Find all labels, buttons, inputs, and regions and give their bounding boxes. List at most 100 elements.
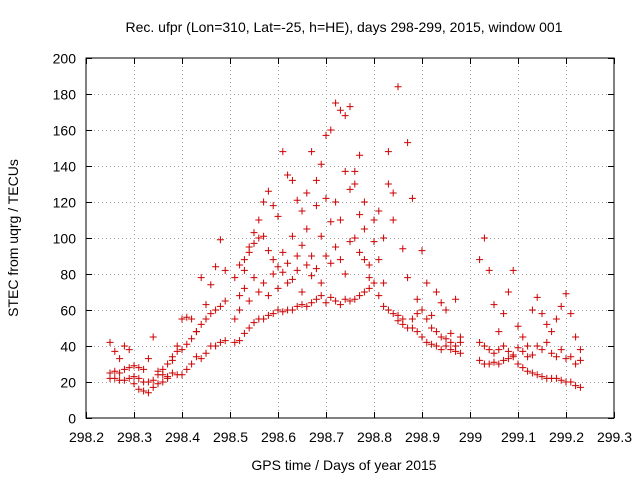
data-point: [168, 353, 176, 361]
data-point: [250, 319, 258, 327]
data-point: [231, 315, 239, 323]
data-point: [269, 270, 277, 278]
data-point: [572, 333, 580, 341]
data-point: [274, 263, 282, 271]
data-points: [106, 83, 584, 397]
data-point: [236, 306, 244, 314]
data-point: [365, 274, 373, 282]
data-point: [317, 232, 325, 240]
data-point: [476, 256, 484, 264]
data-point: [293, 266, 301, 274]
data-point: [183, 340, 191, 348]
x-tick-label: 299: [459, 429, 483, 445]
data-point: [548, 349, 556, 357]
x-tick-label: 298.6: [261, 429, 296, 445]
data-point: [312, 176, 320, 184]
data-point: [130, 362, 138, 370]
data-point: [356, 211, 364, 219]
data-point: [404, 139, 412, 147]
data-point: [322, 194, 330, 202]
data-point: [557, 346, 565, 354]
data-point: [399, 245, 407, 253]
y-axis-label: STEC from uqrg / TECUs: [5, 159, 21, 317]
data-point: [130, 373, 138, 381]
data-point: [360, 288, 368, 296]
data-point: [293, 302, 301, 310]
data-point: [418, 306, 426, 314]
data-point: [504, 288, 512, 296]
data-point: [360, 198, 368, 206]
data-point: [197, 355, 205, 363]
data-point: [519, 347, 527, 355]
data-point: [365, 284, 373, 292]
x-tick-label: 298.4: [165, 429, 200, 445]
data-point: [279, 268, 287, 276]
data-point: [447, 346, 455, 354]
data-point: [485, 360, 493, 368]
data-point: [437, 299, 445, 307]
data-point: [312, 265, 320, 273]
data-point: [399, 320, 407, 328]
data-point: [111, 347, 119, 355]
data-point: [375, 256, 383, 264]
data-point: [351, 167, 359, 175]
data-point: [260, 315, 268, 323]
data-point: [303, 261, 311, 269]
data-point: [279, 308, 287, 316]
data-point: [437, 333, 445, 341]
data-point: [255, 288, 263, 296]
data-point: [514, 322, 522, 330]
data-point: [533, 293, 541, 301]
data-point: [120, 376, 128, 384]
data-point: [116, 369, 124, 377]
data-point: [260, 279, 268, 287]
data-point: [236, 292, 244, 300]
data-point: [336, 216, 344, 224]
data-point: [159, 378, 167, 386]
data-point: [552, 315, 560, 323]
data-point: [245, 324, 253, 332]
data-point: [456, 338, 464, 346]
data-point: [111, 367, 119, 375]
data-point: [336, 301, 344, 309]
data-point: [240, 256, 248, 264]
data-point: [452, 342, 460, 350]
data-point: [236, 337, 244, 345]
data-point: [490, 301, 498, 309]
data-point: [336, 256, 344, 264]
data-point: [375, 292, 383, 300]
data-point: [519, 364, 527, 372]
data-point: [164, 374, 172, 382]
x-tick-label: 298.8: [357, 429, 392, 445]
data-point: [216, 302, 224, 310]
data-point: [567, 310, 575, 318]
data-point: [375, 207, 383, 215]
data-point: [332, 198, 340, 206]
data-point: [572, 360, 580, 368]
data-point: [351, 180, 359, 188]
data-point: [351, 234, 359, 242]
data-point: [312, 202, 320, 210]
data-point: [495, 328, 503, 336]
data-point: [428, 340, 436, 348]
x-tick-label: 299.3: [597, 429, 632, 445]
data-point: [442, 335, 450, 343]
data-point: [260, 198, 268, 206]
data-point: [356, 292, 364, 300]
data-point: [572, 382, 580, 390]
x-tick-label: 298.9: [405, 429, 440, 445]
data-point: [552, 353, 560, 361]
data-point: [216, 338, 224, 346]
data-point: [135, 364, 143, 372]
data-point: [408, 194, 416, 202]
data-point: [384, 306, 392, 314]
data-point: [188, 315, 196, 323]
data-point: [557, 376, 565, 384]
data-point: [269, 310, 277, 318]
data-point: [202, 315, 210, 323]
data-point: [221, 337, 229, 345]
data-point: [303, 302, 311, 310]
data-point: [533, 342, 541, 350]
x-axis-label: GPS time / Days of year 2015: [251, 457, 436, 473]
y-tick-label: 120: [53, 195, 77, 211]
